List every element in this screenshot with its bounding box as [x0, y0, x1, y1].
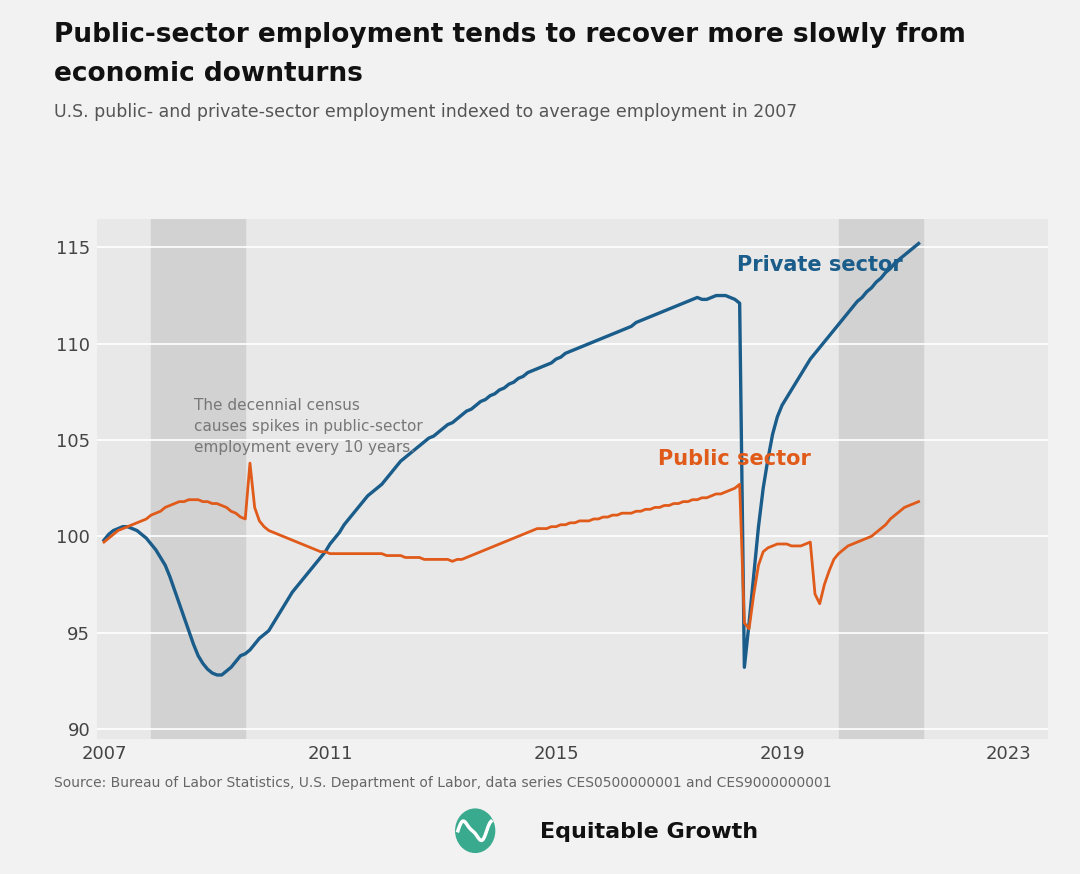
Text: Source: Bureau of Labor Statistics, U.S. Department of Labor, data series CES050: Source: Bureau of Labor Statistics, U.S.… [54, 776, 832, 790]
Bar [151, 218, 245, 739]
Text: Equitable Growth: Equitable Growth [540, 822, 758, 842]
Text: Public sector: Public sector [658, 449, 811, 469]
Circle shape [456, 809, 495, 852]
Text: economic downturns: economic downturns [54, 61, 363, 87]
Text: U.S. public- and private-sector employment indexed to average employment in 2007: U.S. public- and private-sector employme… [54, 103, 797, 121]
Text: The decennial census
causes spikes in public-sector
employment every 10 years.: The decennial census causes spikes in pu… [194, 398, 423, 454]
Text: Public-sector employment tends to recover more slowly from: Public-sector employment tends to recove… [54, 22, 966, 48]
Text: Private sector: Private sector [737, 254, 903, 274]
Bar [838, 218, 923, 739]
